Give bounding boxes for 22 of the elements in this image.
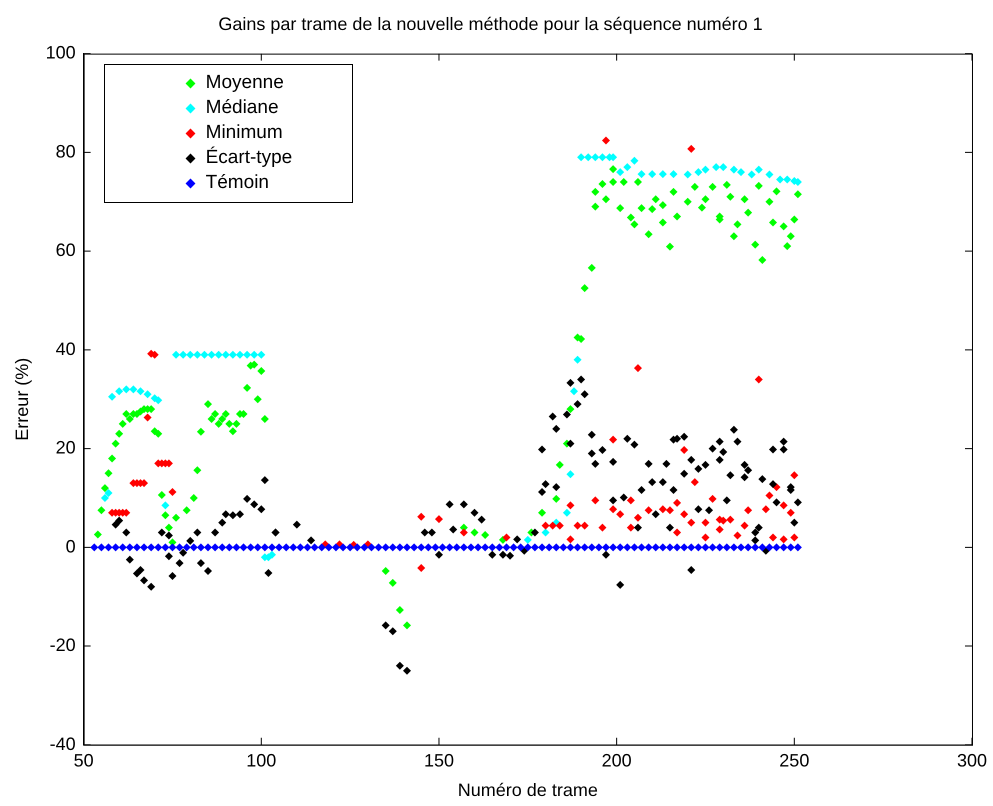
legend-label: Médiane bbox=[206, 97, 279, 120]
y-axis-title: Erreur (%) bbox=[12, 358, 32, 441]
chart-title: Gains par trame de la nouvelle méthode pour la séquence numéro 1 bbox=[218, 14, 763, 34]
legend-label: Minimum bbox=[206, 122, 283, 144]
x-tick-label: 250 bbox=[779, 750, 810, 771]
legend-label: Moyenne bbox=[206, 72, 284, 94]
y-tick-label: 40 bbox=[56, 338, 76, 359]
x-axis-title: Numéro de trame bbox=[458, 780, 598, 800]
legend-label: Témoin bbox=[206, 172, 269, 194]
x-tick-label: 50 bbox=[74, 750, 94, 771]
y-tick-label: 100 bbox=[46, 42, 76, 63]
y-tick-label: 0 bbox=[66, 536, 76, 556]
x-tick-label: 150 bbox=[424, 750, 454, 771]
x-tick-label: 100 bbox=[246, 750, 276, 771]
y-tick-label: 20 bbox=[56, 438, 76, 458]
legend-label: Écart-type bbox=[206, 147, 292, 170]
x-tick-label: 300 bbox=[956, 750, 988, 771]
y-tick-label: -20 bbox=[50, 635, 76, 656]
y-tick-label: 80 bbox=[56, 141, 76, 162]
y-tick-label: -40 bbox=[50, 734, 76, 754]
y-tick-label: 60 bbox=[56, 240, 76, 260]
x-tick-label: 200 bbox=[602, 750, 632, 771]
